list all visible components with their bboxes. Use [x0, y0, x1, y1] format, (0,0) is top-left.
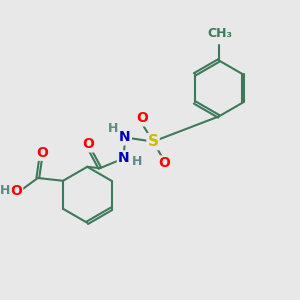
Text: CH₃: CH₃: [208, 27, 233, 40]
Text: O: O: [36, 146, 48, 160]
Text: O: O: [10, 184, 22, 198]
Text: H: H: [108, 122, 119, 135]
Text: O: O: [136, 111, 148, 125]
Text: H: H: [132, 155, 142, 168]
Text: N: N: [119, 130, 131, 144]
Text: N: N: [118, 152, 130, 165]
Text: S: S: [148, 134, 159, 149]
Text: H: H: [0, 184, 10, 197]
Text: O: O: [158, 156, 170, 170]
Text: O: O: [83, 137, 94, 152]
